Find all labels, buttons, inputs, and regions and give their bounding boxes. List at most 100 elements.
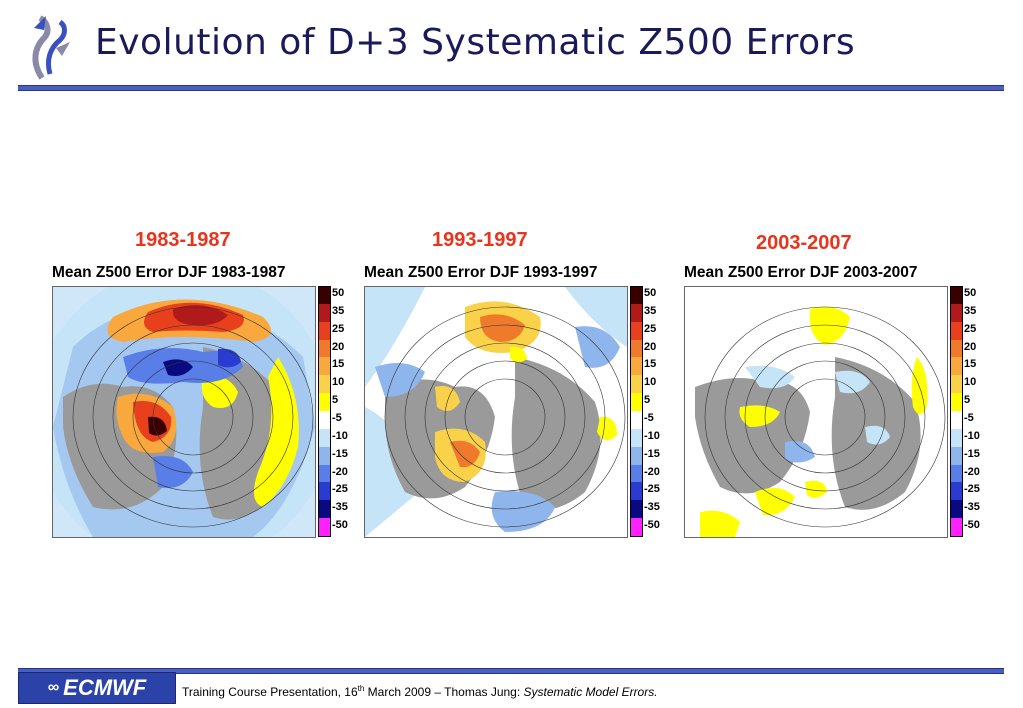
z500-error-map-1993-1997: [364, 286, 628, 538]
legend-swatch: [318, 464, 331, 483]
footer-sup: th: [357, 684, 365, 693]
footer-divider: [18, 668, 1004, 674]
legend-swatch: [630, 411, 643, 429]
legend-swatch: [318, 428, 331, 447]
legend-swatch: [950, 518, 963, 537]
legend-label: -15: [964, 447, 980, 460]
legend-swatch: [630, 500, 643, 519]
legend-label: 15: [964, 358, 977, 371]
legend-swatch: [950, 411, 963, 429]
legend-swatch: [950, 321, 963, 340]
legend-swatch: [630, 303, 643, 322]
footer-text: Training Course Presentation, 16th March…: [182, 684, 658, 699]
legend-swatch: [950, 339, 963, 358]
legend-label: -35: [964, 501, 980, 514]
legend-label: -50: [644, 519, 660, 532]
footer-italic: Systematic Model Errors.: [523, 685, 658, 699]
legend-swatch: [318, 393, 331, 411]
legend-swatch: [630, 464, 643, 483]
ecmwf-logo-text: ECMWF: [63, 675, 147, 700]
legend-label: -25: [964, 483, 980, 496]
legend-swatch: [318, 446, 331, 465]
legend-swatch: [318, 339, 331, 358]
legend-swatch: [950, 464, 963, 483]
legend-label: -50: [332, 519, 348, 532]
legend-swatch: [318, 518, 331, 537]
legend-label: 25: [964, 322, 977, 335]
legend-label: -25: [332, 483, 348, 496]
period-label-2: 1993-1997: [432, 229, 528, 251]
z500-error-map-1983-1987: [52, 286, 316, 538]
map-title-1: Mean Z500 Error DJF 1983-1987: [52, 264, 286, 281]
legend-label: 25: [644, 322, 657, 335]
legend-label: -5: [964, 412, 974, 424]
legend-label: -10: [332, 429, 348, 442]
legend-label: -10: [964, 429, 980, 442]
legend-label: 5: [332, 394, 339, 407]
legend-swatch: [630, 286, 643, 305]
legend-label: 15: [332, 358, 345, 371]
legend-swatch: [950, 428, 963, 447]
legend-label: 20: [332, 340, 345, 353]
legend-label: 10: [964, 376, 977, 389]
legend-label: -5: [644, 412, 654, 424]
legend-label: 35: [332, 304, 345, 317]
slide-title: Evolution of D+3 Systematic Z500 Errors: [95, 22, 856, 63]
legend-label: 25: [332, 322, 345, 335]
legend-3: 50 35 25 20 15 10 5 -5 -10 -15 -20 -25 -35 -50: [950, 286, 995, 537]
legend-label: 15: [644, 358, 657, 371]
legend-1: 50 35 25 20 15 10 5 -5 -10 -15 -20 -25 -35 -50: [318, 286, 363, 537]
legend-swatch: [318, 303, 331, 322]
legend-label: -15: [644, 447, 660, 460]
legend-swatch: [950, 286, 963, 305]
legend-label: -25: [644, 483, 660, 496]
period-label-3: 2003-2007: [756, 232, 852, 254]
legend-swatch: [630, 357, 643, 376]
legend-swatch: [630, 482, 643, 501]
legend-swatch: [318, 500, 331, 519]
legend-swatch: [630, 375, 643, 394]
legend-label: 5: [964, 394, 971, 407]
legend-label: -15: [332, 447, 348, 460]
footer-middle: March 2009 – Thomas Jung:: [364, 685, 524, 699]
legend-label: -20: [964, 465, 980, 478]
legend-swatch: [630, 446, 643, 465]
legend-label: 10: [644, 376, 657, 389]
legend-label: -10: [644, 429, 660, 442]
legend-swatch: [950, 446, 963, 465]
legend-swatch: [630, 518, 643, 537]
legend-label: 35: [964, 304, 977, 317]
map-title-2: Mean Z500 Error DJF 1993-1997: [364, 264, 598, 281]
legend-swatch: [950, 482, 963, 501]
legend-2: 50 35 25 20 15 10 5 -5 -10 -15 -20 -25 -35 -50: [630, 286, 675, 537]
z500-error-map-2003-2007: [684, 286, 948, 538]
map-title-3: Mean Z500 Error DJF 2003-2007: [684, 264, 918, 281]
legend-label: 20: [964, 340, 977, 353]
legend-swatch: [630, 321, 643, 340]
legend-label: 20: [644, 340, 657, 353]
legend-label: 50: [964, 287, 977, 299]
legend-label: -50: [964, 519, 980, 532]
legend-label: 35: [644, 304, 657, 317]
legend-swatch: [950, 357, 963, 376]
legend-label: -20: [644, 465, 660, 478]
legend-swatch: [318, 321, 331, 340]
legend-label: 5: [644, 394, 651, 407]
footer-prefix: Training Course Presentation, 16: [182, 685, 358, 699]
ecmwf-logo: ∞ ECMWF: [18, 672, 176, 704]
legend-swatch: [630, 339, 643, 358]
legend-label: 10: [332, 376, 345, 389]
legend-swatch: [318, 286, 331, 305]
ecmwf-swirl-logo: [20, 8, 80, 84]
legend-label: -20: [332, 465, 348, 478]
legend-swatch: [318, 411, 331, 429]
period-label-1: 1983-1987: [135, 229, 231, 251]
legend-swatch: [950, 393, 963, 411]
legend-swatch: [318, 482, 331, 501]
legend-swatch: [950, 500, 963, 519]
title-divider: [18, 85, 1004, 91]
legend-swatch: [950, 303, 963, 322]
legend-label: 50: [644, 287, 657, 299]
legend-label: 50: [332, 287, 345, 299]
legend-label: -35: [332, 501, 348, 514]
